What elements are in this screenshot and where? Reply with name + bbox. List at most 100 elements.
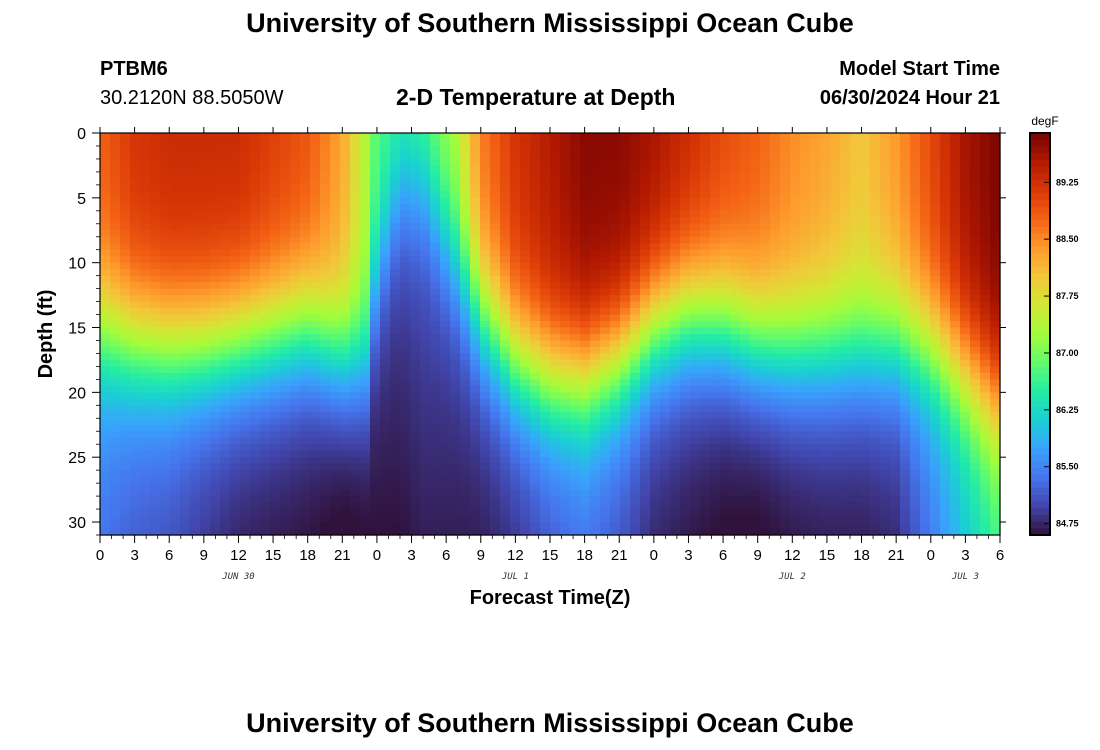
heatmap-cell	[890, 457, 901, 465]
heatmap-cell	[180, 301, 191, 309]
heatmap-cell	[320, 366, 331, 374]
heatmap-cell	[600, 411, 611, 419]
heatmap-cell	[610, 424, 621, 432]
heatmap-cell	[660, 379, 671, 387]
heatmap-cell	[350, 327, 361, 335]
heatmap-cell	[790, 243, 801, 251]
heatmap-cell	[640, 158, 651, 167]
heatmap-cell	[610, 256, 621, 264]
heatmap-cell	[760, 405, 771, 413]
heatmap-cell	[280, 424, 291, 432]
heatmap-cell	[220, 431, 231, 439]
heatmap-cell	[370, 262, 381, 270]
heatmap-cell	[440, 171, 451, 179]
heatmap-cell	[520, 139, 531, 147]
heatmap-cell	[860, 184, 871, 192]
heatmap-cell	[540, 314, 551, 322]
heatmap-cell	[360, 450, 371, 458]
heatmap-cell	[220, 346, 231, 355]
heatmap-cell	[690, 327, 701, 335]
heatmap-cell	[140, 353, 151, 361]
heatmap-cell	[360, 288, 371, 296]
heatmap-cell	[310, 437, 321, 445]
heatmap-cell	[600, 489, 611, 497]
heatmap-cell	[750, 288, 761, 296]
heatmap-cell	[770, 327, 781, 335]
heatmap-cell	[310, 470, 321, 478]
heatmap-cell	[630, 223, 641, 231]
heatmap-cell	[650, 217, 661, 225]
heatmap-cell	[170, 392, 181, 400]
heatmap-cell	[370, 269, 381, 277]
heatmap-cell	[660, 327, 671, 335]
heatmap-cell	[280, 379, 291, 387]
heatmap-cell	[470, 522, 481, 530]
heatmap-cell	[830, 366, 841, 374]
heatmap-cell	[810, 314, 821, 322]
heatmap-cell	[760, 346, 771, 355]
heatmap-cell	[760, 411, 771, 419]
heatmap-cell	[420, 353, 431, 361]
heatmap-cell	[180, 236, 191, 244]
heatmap-cell	[130, 197, 141, 205]
heatmap-cell	[710, 139, 721, 147]
heatmap-cell	[520, 184, 531, 192]
heatmap-cell	[100, 372, 111, 380]
heatmap-cell	[400, 470, 411, 478]
heatmap-cell	[770, 411, 781, 419]
heatmap-cell	[530, 405, 541, 413]
heatmap-cell	[430, 314, 441, 322]
heatmap-cell	[240, 288, 251, 296]
heatmap-cell	[550, 178, 561, 186]
heatmap-cell	[190, 191, 201, 199]
heatmap-cell	[460, 262, 471, 270]
heatmap-cell	[300, 359, 311, 368]
heatmap-cell	[780, 392, 791, 400]
heatmap-cell	[620, 509, 631, 517]
heatmap-cell	[780, 528, 791, 536]
heatmap-cell	[600, 230, 611, 238]
heatmap-cell	[560, 184, 571, 192]
heatmap-cell	[600, 418, 611, 426]
heatmap-cell	[280, 152, 291, 160]
heatmap-cell	[410, 217, 421, 225]
heatmap-cell	[500, 301, 511, 309]
heatmap-cell	[430, 288, 441, 296]
heatmap-cell	[390, 269, 401, 277]
heatmap-cell	[650, 178, 661, 186]
heatmap-cell	[690, 489, 701, 497]
heatmap-cell	[420, 437, 431, 445]
heatmap-cell	[700, 457, 711, 465]
heatmap-cell	[180, 444, 191, 452]
heatmap-cell	[360, 476, 371, 484]
heatmap-cell	[690, 457, 701, 465]
heatmap-cell	[840, 197, 851, 205]
heatmap-cell	[870, 366, 881, 374]
heatmap-cell	[610, 398, 621, 406]
heatmap-cell	[850, 243, 861, 251]
heatmap-cell	[530, 463, 541, 471]
heatmap-cell	[870, 197, 881, 205]
heatmap-cell	[310, 262, 321, 270]
heatmap-cell	[740, 483, 751, 491]
heatmap-cell	[150, 165, 161, 173]
heatmap-cell	[820, 353, 831, 361]
heatmap-cell	[680, 184, 691, 192]
heatmap-cell	[100, 327, 111, 335]
heatmap-cell	[450, 236, 461, 244]
heatmap-cell	[320, 437, 331, 445]
heatmap-cell	[100, 502, 111, 510]
heatmap-cell	[720, 295, 731, 303]
heatmap-cell	[400, 327, 411, 335]
heatmap-cell	[590, 191, 601, 199]
heatmap-cell	[530, 308, 541, 316]
heatmap-cell	[500, 392, 511, 400]
heatmap-cell	[890, 444, 901, 452]
heatmap-cell	[470, 424, 481, 432]
heatmap-cell	[200, 217, 211, 225]
heatmap-cell	[270, 359, 281, 368]
heatmap-cell	[260, 489, 271, 497]
heatmap-cell	[780, 269, 791, 277]
heatmap-cell	[600, 295, 611, 303]
heatmap-cell	[360, 139, 371, 147]
